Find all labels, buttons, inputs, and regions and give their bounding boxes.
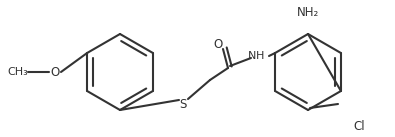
Text: O: O xyxy=(213,38,223,51)
Text: N: N xyxy=(248,51,256,61)
Text: S: S xyxy=(179,98,187,111)
Text: NH₂: NH₂ xyxy=(297,5,319,18)
Text: Cl: Cl xyxy=(353,119,365,132)
Text: O: O xyxy=(51,65,60,79)
Text: CH₃: CH₃ xyxy=(8,67,28,77)
Text: H: H xyxy=(256,51,264,61)
